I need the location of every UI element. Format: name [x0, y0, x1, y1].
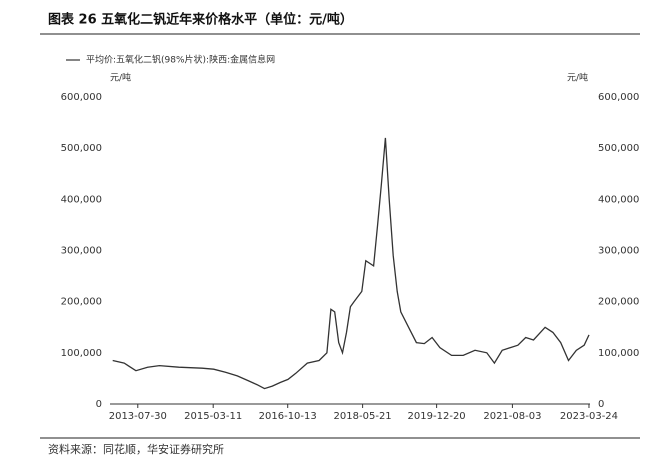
x-tick-label: 2023-03-24: [560, 411, 618, 422]
y-tick-label: 100,000: [61, 348, 102, 359]
y-axis-unit: 元/吨: [110, 72, 131, 84]
y2-tick-label: 200,000: [598, 297, 639, 308]
y-tick-label: 600,000: [61, 92, 102, 103]
x-tick-label: 2019-12-20: [408, 411, 466, 422]
y-tick-label: 300,000: [61, 246, 102, 257]
legend-label: 平均价:五氧化二钒(98%片状):陕西:金属信息网: [86, 54, 275, 66]
x-tick-label: 2013-07-30: [109, 411, 167, 422]
y2-tick-label: 600,000: [598, 92, 639, 103]
y2-axis-unit: 元/吨: [567, 72, 588, 84]
y2-tick-label: 0: [598, 399, 604, 410]
chart-title: 图表 26 五氧化二钒近年来价格水平（单位：元/吨）: [48, 12, 353, 28]
y-tick-label: 500,000: [61, 143, 102, 154]
y2-tick-label: 500,000: [598, 143, 639, 154]
y-tick-label: 200,000: [61, 297, 102, 308]
y-tick-label: 400,000: [61, 194, 102, 205]
y2-tick-label: 100,000: [598, 348, 639, 359]
y2-tick-label: 300,000: [598, 246, 639, 257]
x-tick-label: 2018-05-21: [334, 411, 392, 422]
x-tick-label: 2015-03-11: [184, 411, 242, 422]
price-line: [112, 137, 590, 390]
source-note: 资料来源：同花顺，华安证券研究所: [48, 442, 224, 455]
y2-tick-label: 400,000: [598, 194, 639, 205]
x-tick-label: 2021-08-03: [483, 411, 541, 422]
y-tick-label: 0: [96, 399, 102, 410]
x-tick-label: 2016-10-13: [259, 411, 317, 422]
